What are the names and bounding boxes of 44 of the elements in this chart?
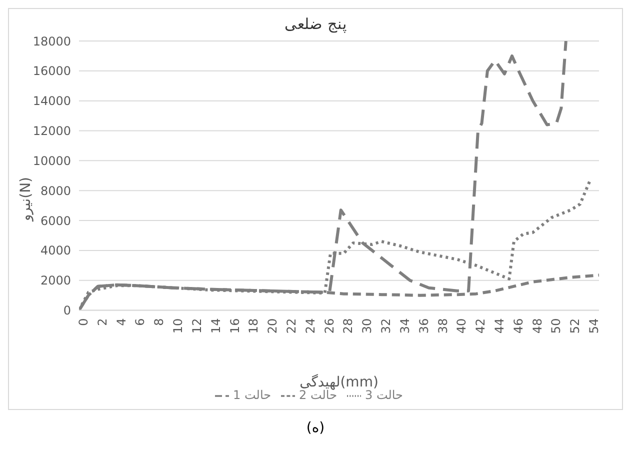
x-axis-title: لهیدگی(mm) — [300, 373, 378, 390]
y-axis-title: نیرو(N) — [18, 176, 34, 222]
x-tick-label: 16 — [228, 318, 242, 334]
x-tick-label: 46 — [511, 318, 526, 334]
y-tick-label: 8000 — [40, 184, 71, 198]
x-tick-label: 18 — [246, 318, 261, 334]
x-tick-label: 50 — [549, 318, 564, 334]
x-tick-label: 26 — [322, 318, 336, 334]
x-tick-label: 32 — [379, 318, 394, 334]
x-tick-label: 28 — [341, 318, 356, 334]
chart-title: پنج ضلعی — [284, 15, 348, 33]
x-tick-label: 20 — [266, 318, 280, 334]
y-tick-label: 12000 — [32, 124, 71, 138]
y-tick-label: 6000 — [40, 214, 71, 228]
x-tick-label: 42 — [474, 318, 488, 334]
x-tick-label: 2 — [95, 318, 110, 326]
legend-label: حالت 2 — [299, 388, 337, 402]
x-tick-label: 38 — [436, 318, 450, 334]
y-tick-label: 2000 — [40, 274, 71, 288]
y-tick-label: 4000 — [40, 244, 71, 258]
x-tick-label: 6 — [133, 318, 148, 326]
legend-label: حالت 3 — [364, 388, 403, 402]
x-tick-label: 36 — [416, 318, 431, 334]
y-tick-label: 10000 — [32, 154, 71, 168]
x-tick-label: 48 — [530, 318, 544, 334]
x-tick-label: 10 — [171, 318, 186, 334]
y-tick-label: 18000 — [32, 34, 71, 48]
x-tick-label: 14 — [208, 318, 223, 334]
x-tick-label: 40 — [454, 318, 469, 334]
x-tick-label: 34 — [398, 318, 412, 334]
y-tick-label: 16000 — [32, 64, 71, 78]
x-tick-label: 54 — [587, 318, 602, 334]
x-tick-label: 4 — [114, 318, 128, 326]
legend-label: حالت 1 — [233, 388, 272, 402]
x-tick-label: 8 — [152, 318, 166, 326]
y-tick-label: 14000 — [32, 94, 71, 108]
x-tick-label: 44 — [492, 318, 507, 334]
x-tick-label: 22 — [284, 318, 299, 334]
x-tick-label: 0 — [76, 318, 91, 326]
x-tick-label: 30 — [360, 318, 374, 334]
x-tick-label: 52 — [568, 318, 582, 334]
text: (ه) — [305, 420, 326, 436]
x-tick-label: 24 — [303, 318, 318, 334]
x-tick-label: 12 — [190, 318, 204, 334]
